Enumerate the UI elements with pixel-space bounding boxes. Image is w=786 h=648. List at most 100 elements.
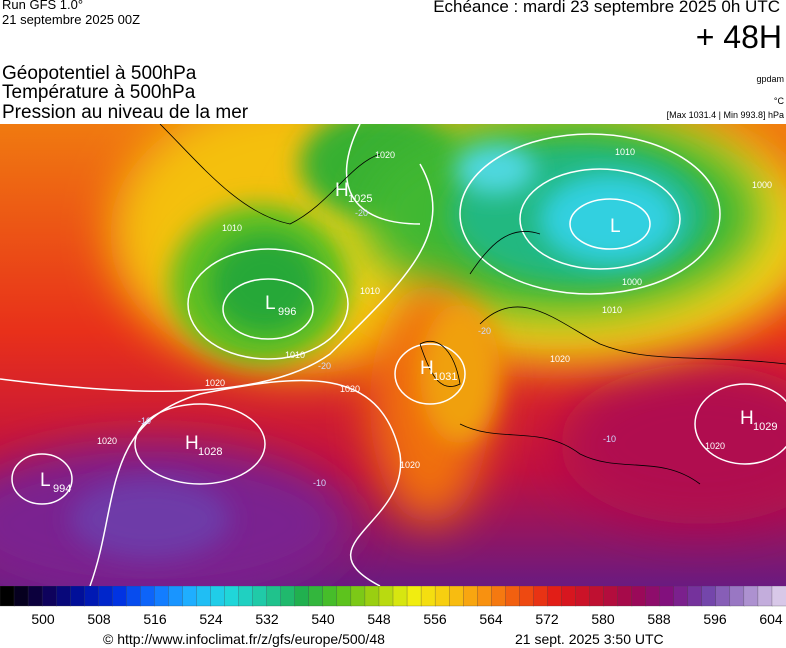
- isobar-label: 1010: [285, 350, 305, 360]
- colorbar-cell: [154, 586, 170, 607]
- colorbar-cell: [463, 586, 478, 607]
- colorbar-cell: [140, 586, 156, 607]
- isobar-label: 1020: [705, 441, 725, 451]
- colorbar-cell: [182, 586, 198, 607]
- colorbar-cell: [505, 586, 520, 607]
- temperature-label: -20: [355, 208, 368, 218]
- colorbar-cell: [701, 586, 717, 607]
- colorbar-label: 588: [647, 611, 671, 627]
- colorbar-cell: [673, 586, 689, 607]
- colorbar-label: 516: [143, 611, 167, 627]
- unit: °C: [773, 96, 784, 106]
- unit: gpdam: [756, 74, 784, 84]
- coastlines: [159, 124, 786, 485]
- isobar-label: 1020: [550, 354, 570, 364]
- colorbar-cell: [70, 586, 85, 607]
- colorbar: 500 508 516 524 532 540 548 556 564 572 580 588 596 6…: [0, 586, 786, 627]
- colorbar-cell: [575, 586, 591, 607]
- colorbar-cell: [41, 586, 57, 607]
- colorbar-cell: [715, 586, 731, 607]
- isobar-label: 1000: [752, 180, 772, 190]
- isobar-label: 1020: [375, 150, 395, 160]
- temperature-label: -20: [318, 361, 331, 371]
- center-value: 1025: [348, 193, 372, 205]
- colorbar-cell: [491, 586, 506, 607]
- colorbar-cell: [210, 586, 226, 607]
- colorbar-cell: [336, 586, 352, 607]
- center-value: 1028: [198, 446, 222, 458]
- colorbar-cell: [322, 586, 338, 607]
- isobar-label: 1010: [222, 223, 242, 233]
- center-type: H: [185, 433, 199, 454]
- center-type: L: [40, 470, 51, 491]
- run-date: 21 septembre 2025 00Z: [2, 12, 141, 27]
- colorbar-cell: [350, 586, 366, 607]
- colorbar-cell: [434, 586, 450, 607]
- center-value: 996: [278, 306, 296, 318]
- colorbar-cell: [364, 586, 380, 607]
- colorbar-cell: [392, 586, 408, 607]
- colorbar-cell: [378, 586, 394, 607]
- center-type: L: [265, 293, 276, 314]
- colorbar-label: 580: [591, 611, 615, 627]
- colorbar-cell: [547, 586, 563, 607]
- center-value: 994: [53, 483, 71, 495]
- center-type: H: [335, 180, 349, 201]
- layer: Température à 500hPa: [2, 82, 196, 103]
- run: Run GFS 1.0°: [2, 0, 84, 12]
- colorbar-cell: [112, 586, 127, 607]
- temperature-label: -10: [313, 478, 326, 488]
- center-value: 1029: [753, 421, 777, 433]
- colorbar-cell: [55, 586, 71, 607]
- colorbar-label: 532: [255, 611, 279, 627]
- center-type: H: [740, 408, 754, 429]
- field: [0, 124, 786, 586]
- colorbar-cell: [126, 586, 142, 607]
- colorbar-label: 548: [367, 611, 391, 627]
- colorbar-cell: [420, 586, 436, 607]
- colorbar-cell: [617, 586, 633, 607]
- colorbar-cell: [533, 586, 549, 607]
- colorbar-cell: [224, 586, 240, 607]
- colorbar-cell: [645, 586, 661, 607]
- colorbar-label: 572: [535, 611, 559, 627]
- colorbar-cell: [168, 586, 184, 607]
- unit: [Max 1031.4 | Min 993.8] hPa: [666, 110, 784, 120]
- isobar-label: 1010: [360, 286, 380, 296]
- colorbar-cell: [757, 586, 773, 607]
- colorbar-label: 564: [479, 611, 503, 627]
- colorbar-cell: [308, 586, 324, 607]
- colorbar-cell: [659, 586, 675, 607]
- colorbar-cell: [477, 586, 492, 607]
- colorbar-cell: [280, 586, 296, 607]
- isobar-label: 1020: [97, 436, 117, 446]
- colorbar-label: 556: [423, 611, 447, 627]
- colorbar-cell: [406, 586, 422, 607]
- isobar-label: 1020: [340, 384, 360, 394]
- colorbar-cell: [238, 586, 254, 607]
- footer-timestamp: 21 sept. 2025 3:50 UTC: [515, 631, 664, 647]
- isobar-label: 1020: [400, 460, 420, 470]
- colorbar-cell: [729, 586, 745, 607]
- temperature-label: -10: [603, 434, 616, 444]
- center-value: 1031: [433, 371, 457, 383]
- temperature-label: -20: [478, 326, 491, 336]
- colorbar-cell: [252, 586, 268, 607]
- colorbar-cell: [0, 586, 15, 607]
- colorbar-cell: [771, 586, 786, 607]
- colorbar-cell: [294, 586, 310, 607]
- center-type: H: [420, 358, 434, 379]
- colorbar-cell: [743, 586, 759, 607]
- colorbar-cell: [589, 586, 605, 607]
- colorbar-label: 540: [311, 611, 335, 627]
- isobar-label: 1010: [602, 305, 622, 315]
- colorbar-cell: [561, 586, 577, 607]
- isobar-label: 1020: [205, 378, 225, 388]
- colorbar-cell: [27, 586, 43, 607]
- colorbar-cell: [687, 586, 703, 607]
- isobars: [0, 124, 786, 586]
- colorbar-label: 508: [87, 611, 111, 627]
- colorbar-label: 604: [759, 611, 783, 627]
